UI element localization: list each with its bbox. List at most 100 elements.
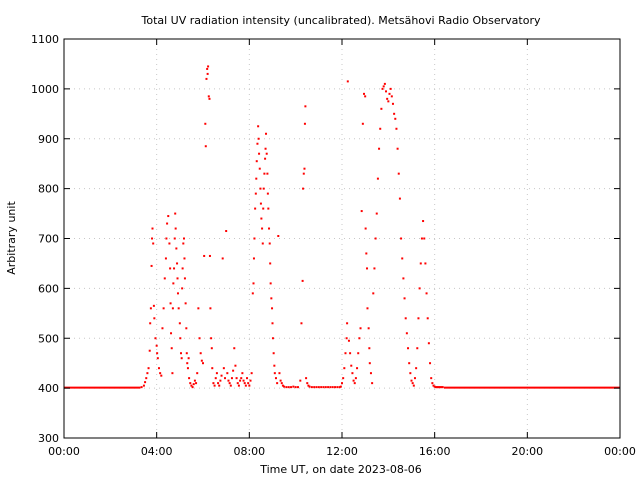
data-point	[256, 142, 259, 145]
data-point	[437, 386, 440, 389]
data-point	[200, 359, 203, 362]
data-point	[433, 385, 436, 388]
data-point	[304, 105, 307, 108]
data-point	[179, 352, 182, 355]
data-point	[381, 87, 384, 90]
data-point	[307, 384, 310, 387]
data-point	[192, 383, 195, 386]
data-point	[249, 379, 252, 382]
data-point	[313, 386, 316, 389]
data-point	[257, 125, 260, 128]
data-point	[204, 145, 207, 148]
data-point	[169, 267, 172, 270]
data-point	[345, 337, 348, 340]
data-point	[344, 352, 347, 355]
data-point	[266, 192, 269, 195]
data-point	[315, 386, 318, 389]
data-point	[376, 177, 379, 180]
data-point	[176, 277, 179, 280]
data-point	[341, 382, 343, 385]
data-point	[306, 382, 309, 385]
data-point	[149, 322, 152, 325]
data-point	[371, 382, 374, 385]
data-point	[387, 100, 390, 103]
data-point	[185, 327, 188, 330]
data-point	[271, 337, 274, 340]
data-point	[205, 77, 208, 80]
data-point	[374, 237, 377, 240]
data-point	[163, 277, 166, 280]
data-point	[423, 237, 426, 240]
data-point	[419, 262, 422, 265]
data-point	[357, 352, 360, 355]
data-point	[183, 237, 186, 240]
data-point	[320, 386, 323, 389]
data-point	[187, 357, 190, 360]
data-point	[359, 327, 362, 330]
data-point	[204, 122, 207, 125]
x-tick-label: 12:00	[326, 445, 358, 458]
data-point	[208, 97, 211, 100]
data-point	[147, 367, 150, 370]
data-point	[397, 172, 400, 175]
data-point	[211, 367, 214, 370]
data-point	[227, 379, 230, 382]
x-axis-label: Time UT, on date 2023-08-06	[259, 463, 422, 476]
data-point	[210, 337, 213, 340]
data-point	[267, 207, 270, 210]
data-point	[388, 92, 391, 95]
data-point	[184, 302, 187, 305]
data-point	[259, 187, 262, 190]
data-point	[168, 242, 171, 245]
data-point	[217, 382, 220, 385]
data-point	[438, 386, 441, 389]
data-point	[404, 317, 407, 320]
data-point	[350, 364, 353, 367]
data-point	[390, 95, 393, 98]
data-point	[220, 374, 223, 377]
data-point	[155, 344, 158, 347]
data-point	[386, 97, 389, 100]
data-point	[373, 267, 376, 270]
data-point	[252, 257, 255, 260]
data-point	[382, 85, 385, 88]
data-point	[276, 382, 279, 385]
y-tick-label: 1100	[31, 33, 59, 46]
data-point	[303, 122, 306, 125]
data-point	[368, 347, 371, 350]
data-point	[254, 207, 257, 210]
data-point	[435, 386, 438, 389]
data-point	[241, 372, 244, 375]
data-point	[170, 347, 173, 350]
data-point	[195, 382, 198, 385]
data-point	[244, 384, 247, 387]
data-point	[154, 337, 157, 340]
data-point	[273, 372, 276, 375]
data-point	[262, 207, 265, 210]
data-point	[271, 322, 274, 325]
data-point	[234, 364, 237, 367]
data-point	[368, 362, 371, 365]
data-point	[183, 277, 186, 280]
data-point	[308, 385, 311, 388]
data-point	[394, 117, 397, 120]
data-point	[203, 254, 206, 257]
data-point	[424, 262, 427, 265]
data-point	[149, 307, 152, 310]
data-point	[265, 152, 268, 155]
data-point	[429, 362, 432, 365]
data-point	[339, 385, 342, 388]
data-point	[156, 357, 159, 360]
data-point	[263, 172, 266, 175]
data-point	[372, 292, 375, 295]
data-point	[279, 379, 282, 382]
data-point	[255, 160, 258, 163]
data-point	[157, 367, 160, 370]
data-point	[166, 222, 169, 225]
data-point	[440, 386, 443, 389]
data-point	[272, 352, 275, 355]
data-point	[383, 82, 386, 85]
data-point	[310, 386, 313, 389]
data-point	[145, 377, 148, 380]
